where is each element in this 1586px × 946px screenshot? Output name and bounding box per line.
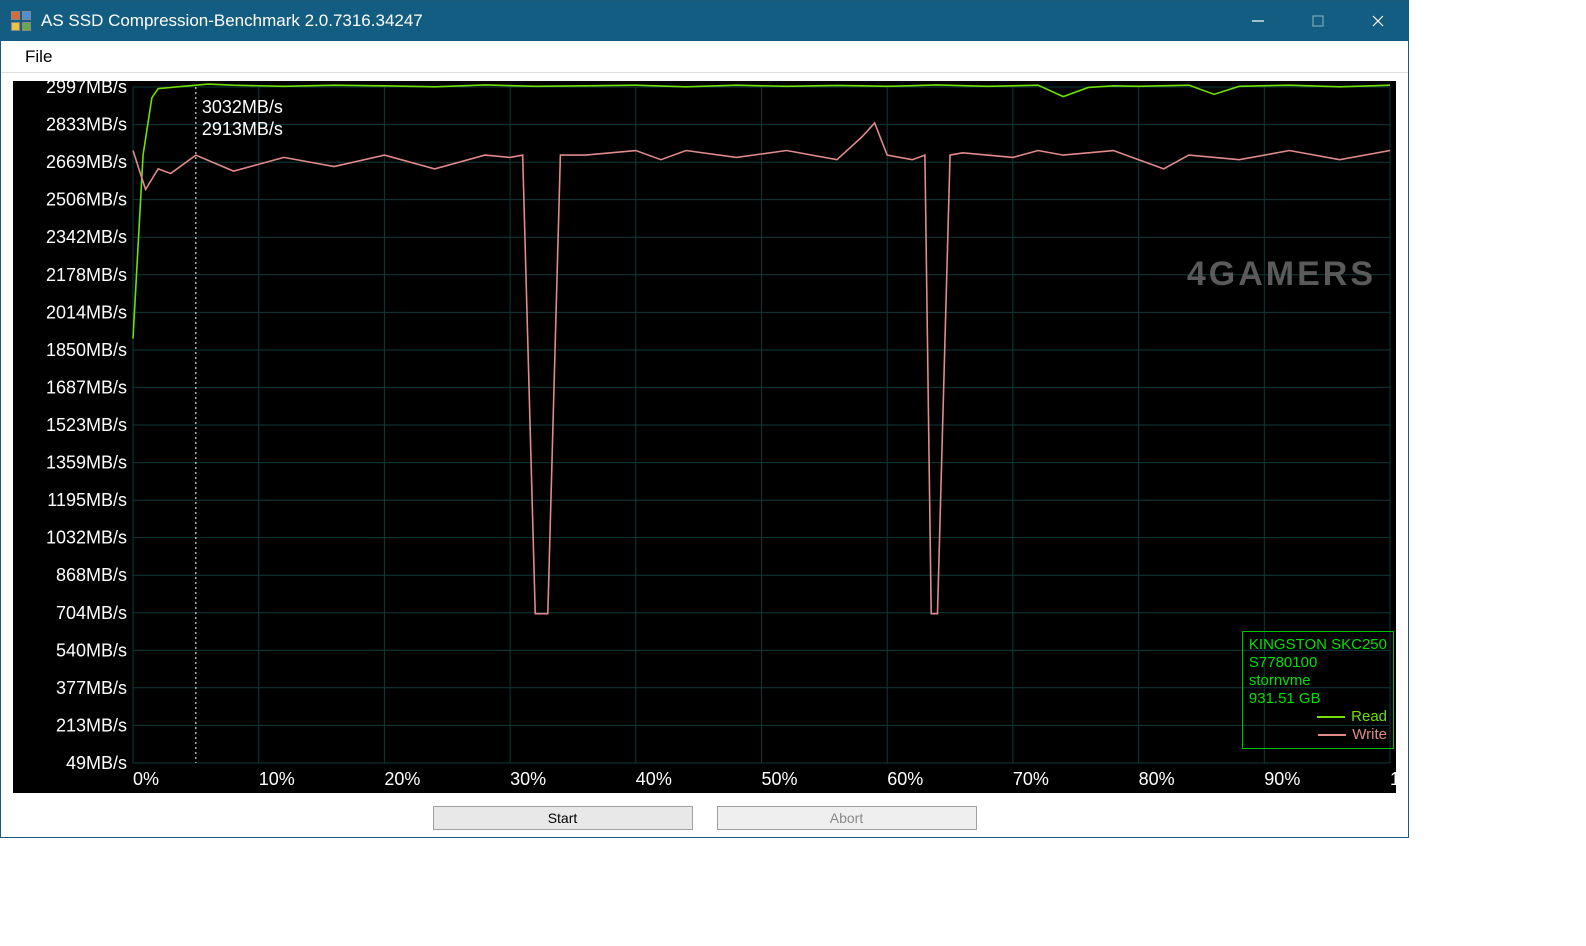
svg-text:49MB/s: 49MB/s (66, 753, 127, 773)
legend-entry: Read (1249, 708, 1387, 726)
svg-text:100%: 100% (1390, 769, 1396, 789)
svg-text:80%: 80% (1139, 769, 1175, 789)
svg-text:1359MB/s: 1359MB/s (46, 453, 127, 473)
maximize-button[interactable] (1288, 1, 1348, 41)
legend-swatch (1317, 716, 1345, 718)
svg-text:2833MB/s: 2833MB/s (46, 115, 127, 135)
legend-device-line: 931.51 GB (1249, 690, 1387, 708)
svg-text:868MB/s: 868MB/s (56, 565, 127, 585)
menu-file[interactable]: File (17, 43, 60, 71)
menubar: File (1, 41, 1408, 73)
window-title: AS SSD Compression-Benchmark 2.0.7316.34… (41, 11, 1228, 31)
legend-swatch (1318, 734, 1346, 736)
svg-text:1032MB/s: 1032MB/s (46, 528, 127, 548)
svg-text:213MB/s: 213MB/s (56, 715, 127, 735)
legend-device-line: S7780100 (1249, 654, 1387, 672)
svg-text:70%: 70% (1013, 769, 1049, 789)
start-button[interactable]: Start (433, 806, 693, 830)
svg-text:4GAMERS: 4GAMERS (1187, 255, 1376, 293)
svg-text:1850MB/s: 1850MB/s (46, 340, 127, 360)
svg-text:60%: 60% (887, 769, 923, 789)
svg-text:2014MB/s: 2014MB/s (46, 302, 127, 322)
svg-text:3032MB/s: 3032MB/s (202, 97, 283, 117)
legend-device-line: KINGSTON SKC250 (1249, 636, 1387, 654)
window-controls (1228, 1, 1408, 41)
app-icon (11, 11, 31, 31)
svg-text:540MB/s: 540MB/s (56, 640, 127, 660)
svg-text:2342MB/s: 2342MB/s (46, 227, 127, 247)
close-button[interactable] (1348, 1, 1408, 41)
svg-text:1523MB/s: 1523MB/s (46, 415, 127, 435)
svg-text:2913MB/s: 2913MB/s (202, 119, 283, 139)
svg-text:377MB/s: 377MB/s (56, 678, 127, 698)
abort-button[interactable]: Abort (717, 806, 977, 830)
svg-text:30%: 30% (510, 769, 546, 789)
svg-text:40%: 40% (636, 769, 672, 789)
legend-entry: Write (1249, 726, 1387, 744)
svg-text:10%: 10% (259, 769, 295, 789)
svg-text:20%: 20% (384, 769, 420, 789)
svg-text:704MB/s: 704MB/s (56, 603, 127, 623)
svg-text:1687MB/s: 1687MB/s (46, 377, 127, 397)
legend-label: Read (1351, 708, 1387, 726)
legend-box: KINGSTON SKC250S7780100stornvme931.51 GB… (1242, 631, 1394, 749)
svg-text:2178MB/s: 2178MB/s (46, 265, 127, 285)
svg-text:2997MB/s: 2997MB/s (46, 81, 127, 97)
svg-text:50%: 50% (762, 769, 798, 789)
legend-label: Write (1352, 726, 1387, 744)
chart-canvas: 2997MB/s 2833MB/s 2669MB/s 2506MB/s 2342MB/s… (13, 81, 1396, 793)
chart-area: 2997MB/s 2833MB/s 2669MB/s 2506MB/s 2342MB/s… (13, 81, 1396, 793)
titlebar: AS SSD Compression-Benchmark 2.0.7316.34… (1, 1, 1408, 41)
svg-text:2506MB/s: 2506MB/s (46, 190, 127, 210)
bottom-bar: Start Abort (1, 799, 1408, 837)
minimize-button[interactable] (1228, 1, 1288, 41)
svg-text:90%: 90% (1264, 769, 1300, 789)
svg-text:1195MB/s: 1195MB/s (47, 490, 127, 510)
svg-text:0%: 0% (133, 769, 159, 789)
svg-text:2669MB/s: 2669MB/s (46, 152, 127, 172)
legend-device-line: stornvme (1249, 672, 1387, 690)
app-window: AS SSD Compression-Benchmark 2.0.7316.34… (0, 0, 1409, 838)
